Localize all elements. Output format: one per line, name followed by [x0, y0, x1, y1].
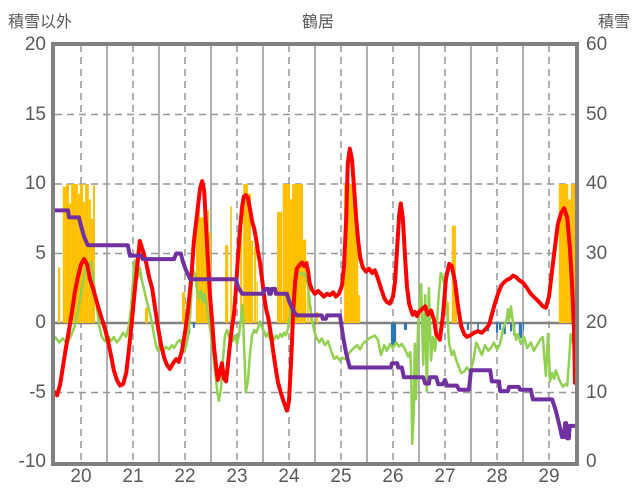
orange-bars	[292, 184, 304, 323]
orange-bars	[344, 184, 357, 323]
orange-bars	[558, 184, 569, 323]
orange-bars	[92, 185, 96, 323]
orange-bars	[277, 211, 283, 323]
blue-bars	[499, 323, 502, 330]
x-axis-tick-label: 21	[122, 466, 144, 487]
left-axis-title: 積雪以外	[8, 14, 73, 31]
x-axis-tick-label: 25	[330, 466, 352, 487]
orange-bars	[254, 246, 257, 323]
blue-bars	[192, 323, 195, 328]
x-axis-tick-label: 27	[434, 466, 456, 487]
right-axis-tick-label: 30	[586, 242, 608, 264]
orange-bars	[62, 186, 66, 323]
right-axis-tick-label: 10	[586, 381, 608, 403]
blue-bars	[523, 323, 525, 330]
orange-bars	[358, 295, 361, 323]
x-axis-tick-label: 20	[70, 466, 92, 487]
x-axis-tick-label: 22	[174, 466, 196, 487]
x-axis-tick-label: 29	[538, 466, 560, 487]
plot-border	[51, 42, 579, 466]
left-axis-tick-label: 5	[35, 242, 46, 264]
chart-title: 鶴居	[301, 14, 334, 31]
orange-bars	[200, 217, 205, 323]
orange-bars	[356, 239, 359, 323]
orange-bars	[230, 206, 232, 323]
orange-bars	[144, 307, 149, 323]
purple-step-line	[55, 208, 575, 441]
right-axis-tick-label: 50	[586, 103, 608, 125]
orange-bars	[240, 214, 243, 323]
orange-bars	[65, 184, 70, 323]
x-axis-tick-label: 28	[486, 466, 508, 487]
left-axis-tick-label: -10	[18, 451, 46, 472]
left-axis-tick-label: 15	[24, 103, 46, 125]
right-axis-title: 積雪	[597, 14, 630, 31]
orange-bars	[181, 292, 185, 323]
orange-bars	[58, 267, 61, 323]
x-axis-tick-label: 26	[382, 466, 404, 487]
left-axis-tick-label: 20	[24, 34, 46, 55]
right-axis-tick-label: 60	[586, 34, 608, 55]
right-axis-tick-label: 0	[586, 451, 597, 472]
red-line	[55, 146, 575, 413]
blue-bars	[518, 323, 522, 339]
orange-bars	[71, 184, 78, 323]
orange-bars	[85, 184, 89, 323]
blue-bars	[403, 323, 408, 330]
left-axis-tick-label: -5	[29, 381, 46, 403]
orange-bars	[225, 245, 229, 323]
blue-bars	[477, 323, 479, 330]
right-axis-tick-label: 20	[586, 312, 608, 333]
green-line	[55, 259, 575, 446]
right-axis-tick-label: 40	[586, 173, 608, 194]
orange-bars	[69, 203, 72, 323]
orange-bars	[256, 281, 258, 323]
orange-bars	[77, 193, 80, 323]
left-axis-tick-label: 10	[24, 173, 46, 194]
orange-bars	[243, 184, 248, 323]
orange-bars	[195, 207, 201, 323]
orange-bars	[251, 240, 254, 323]
orange-bars	[282, 184, 291, 323]
orange-bars	[303, 239, 307, 323]
orange-bars	[455, 309, 457, 323]
x-axis-tick-label: 23	[226, 466, 248, 487]
blue-bars	[503, 323, 506, 335]
orange-bars	[570, 184, 575, 323]
blue-bars	[466, 323, 469, 330]
orange-bars	[247, 193, 252, 323]
x-axis-tick-label: 24	[278, 466, 300, 487]
orange-bars	[316, 311, 319, 323]
blue-bars	[510, 323, 513, 332]
blue-bars	[390, 323, 397, 346]
blue-bars	[495, 323, 499, 333]
left-axis-tick-label: 0	[35, 312, 46, 333]
orange-bars	[290, 199, 293, 323]
orange-bars	[79, 184, 84, 323]
